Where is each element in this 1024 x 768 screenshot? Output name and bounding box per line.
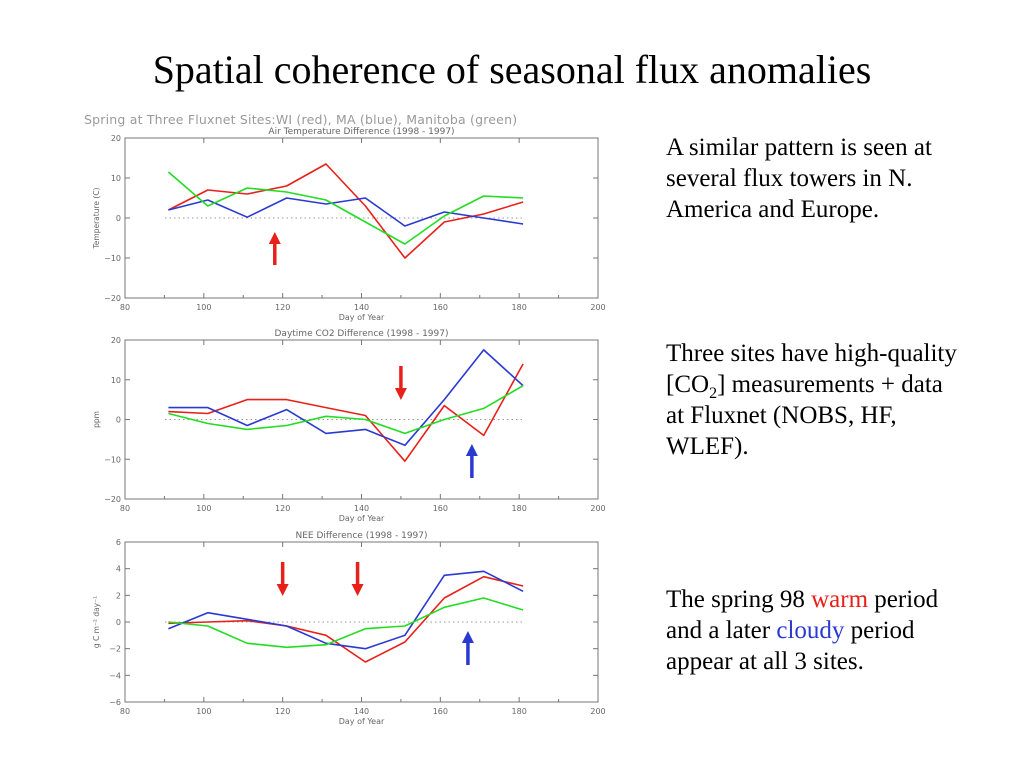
co2-subscript: 2: [709, 385, 718, 402]
paragraph-three-sites: Three sites have high-quality [CO2] meas…: [666, 338, 966, 462]
y-tick-label: 10: [111, 174, 121, 183]
annotation-arrow-3: [461, 631, 474, 665]
series-line-1: [168, 363, 524, 463]
text-similar-pattern: A similar pattern is seen at several flu…: [666, 132, 966, 225]
cloudy-word: cloudy: [776, 617, 845, 644]
chart-suptitle: Spring at Three Fluxnet Sites:WI (red), …: [84, 112, 518, 127]
arrow-head: [268, 232, 281, 244]
y-tick-label: −4: [109, 671, 121, 680]
x-tick-label: 200: [590, 303, 605, 312]
x-tick-label: 100: [196, 303, 211, 312]
y-tick-label: 0: [116, 214, 121, 223]
spring-text-c: period appear at all 3 sites.: [666, 617, 915, 675]
warm-word: warm: [811, 586, 869, 613]
series-line-3: [168, 597, 524, 649]
series-line-2: [168, 570, 524, 650]
annotation-arrow-1: [268, 232, 281, 265]
y-tick-label: −10: [104, 455, 121, 464]
text-three-sites: Three sites have high-quality [CO2] meas…: [666, 338, 966, 462]
y-tick-label: 20: [111, 134, 121, 143]
x-tick-label: 200: [590, 707, 605, 716]
x-tick-label: 180: [512, 303, 527, 312]
three-sites-text-b: ] measurements + data at Fluxnet (NOBS, …: [666, 371, 943, 460]
annotation-arrow-2: [465, 444, 478, 478]
paragraph-similar-pattern: A similar pattern is seen at several flu…: [666, 134, 932, 223]
y-axis-label: ppm: [92, 411, 101, 428]
text-spring-periods: The spring 98 warm period and a later cl…: [666, 584, 966, 677]
x-tick-label: 160: [433, 303, 448, 312]
arrow-head: [461, 631, 474, 643]
series-line-2: [168, 197, 524, 227]
y-tick-label: 4: [116, 565, 121, 574]
series-line-1: [168, 163, 524, 259]
annotation-arrow-1: [394, 366, 407, 400]
arrow-head: [276, 584, 289, 596]
x-tick-label: 80: [120, 303, 130, 312]
series-line-3: [167, 171, 524, 245]
y-tick-label: 0: [116, 618, 121, 627]
chart-panel-1: Air Temperature Difference (1998 - 1997)…: [92, 127, 606, 322]
arrow-head: [394, 388, 407, 400]
y-tick-label: −6: [109, 698, 121, 707]
arrow-head: [465, 444, 478, 456]
y-tick-label: 6: [116, 538, 121, 547]
x-tick-label: 80: [120, 504, 130, 513]
annotation-arrow-2: [351, 562, 364, 596]
x-tick-label: 140: [354, 504, 369, 513]
x-axis-label: Day of Year: [339, 514, 385, 523]
chart-title: Air Temperature Difference (1998 - 1997): [268, 127, 454, 137]
spring-text-b: period and a later: [666, 586, 939, 644]
x-axis-label: Day of Year: [339, 717, 385, 726]
y-tick-label: 10: [111, 376, 121, 385]
arrow-head: [351, 584, 364, 596]
chart-title: NEE Difference (1998 - 1997): [295, 531, 427, 541]
x-tick-label: 100: [196, 504, 211, 513]
plot-frame: [124, 137, 599, 299]
flux-anomaly-charts: Air Temperature Difference (1998 - 1997)…: [92, 127, 606, 726]
chart-title: Daytime CO2 Difference (1998 - 1997): [275, 329, 449, 339]
x-tick-label: 120: [275, 504, 290, 513]
series-line-3: [168, 385, 524, 435]
spring-text-a: The spring 98: [666, 586, 812, 613]
y-axis-label: g C m⁻² day⁻¹: [92, 596, 101, 648]
x-axis-label: Day of Year: [339, 313, 385, 322]
chart-panel-3: NEE Difference (1998 - 1997) 80 100 120 140 1…: [92, 531, 606, 726]
chart-panel-2: Daytime CO2 Difference (1998 - 1997) 80 10…: [92, 329, 606, 523]
series-line-1: [168, 575, 524, 663]
y-tick-label: 0: [116, 416, 121, 425]
x-tick-label: 120: [275, 707, 290, 716]
y-tick-label: −20: [104, 495, 121, 504]
y-tick-label: −10: [104, 254, 121, 263]
x-tick-label: 140: [354, 707, 369, 716]
y-tick-label: −20: [104, 294, 121, 303]
x-tick-label: 120: [275, 303, 290, 312]
x-tick-label: 180: [512, 707, 527, 716]
x-tick-label: 160: [433, 707, 448, 716]
x-tick-label: 80: [120, 707, 130, 716]
x-tick-label: 200: [590, 504, 605, 513]
y-axis-label: Temperature (C): [92, 187, 101, 249]
y-tick-label: 20: [111, 336, 121, 345]
y-tick-label: 2: [116, 591, 121, 600]
three-sites-text-a: Three sites have high-quality [CO: [666, 340, 957, 398]
x-tick-label: 180: [512, 504, 527, 513]
x-tick-label: 100: [196, 707, 211, 716]
series-line-2: [168, 349, 524, 447]
y-tick-label: −2: [109, 645, 121, 654]
x-tick-label: 140: [354, 303, 369, 312]
slide-title: Spatial coherence of seasonal flux anoma…: [152, 47, 872, 92]
annotation-arrow-1: [276, 562, 289, 596]
paragraph-spring-periods: The spring 98 warm period and a later cl…: [666, 584, 966, 677]
x-tick-label: 160: [433, 504, 448, 513]
